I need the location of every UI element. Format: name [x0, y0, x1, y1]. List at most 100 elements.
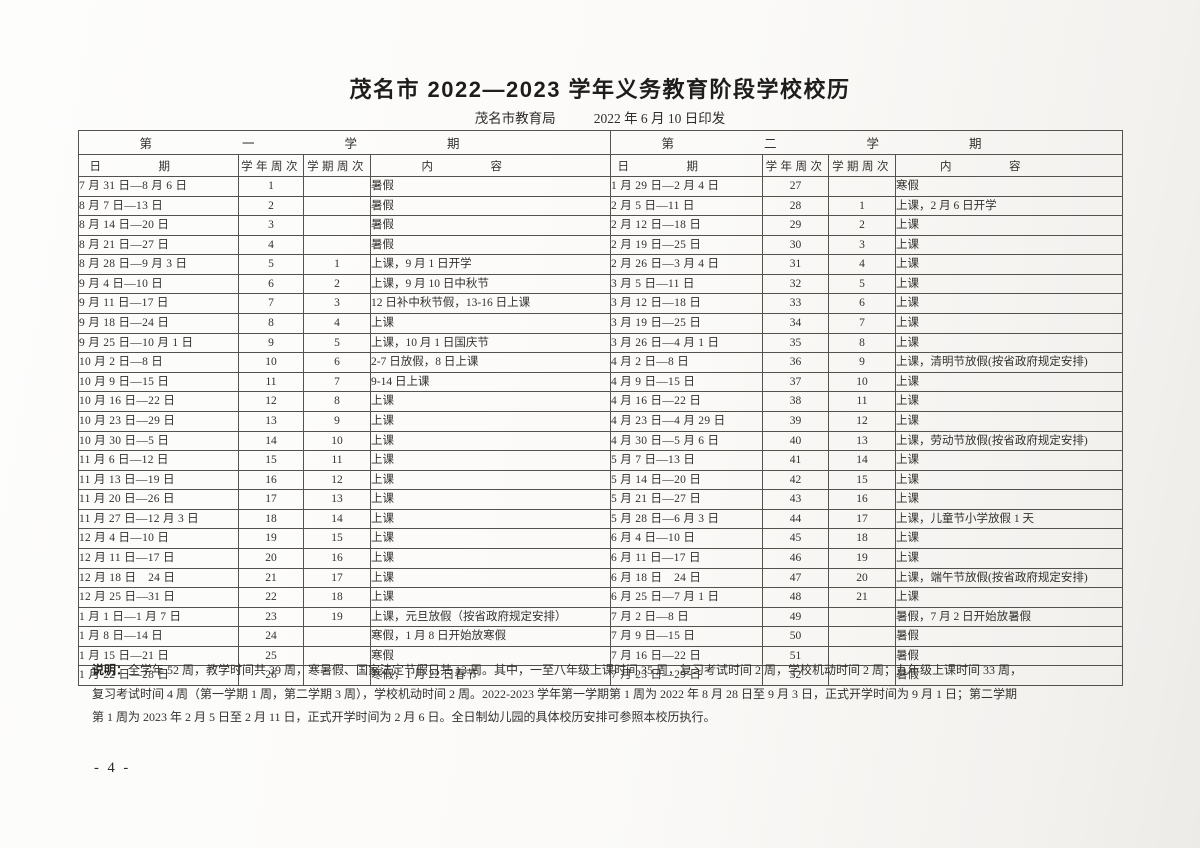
date-cell: 1 月 1 日—1 月 7 日 [78, 606, 239, 628]
semester-1-header: 第一学期 [77, 130, 612, 155]
term-week-cell: 12 [303, 469, 371, 491]
date-cell: 9 月 11 日—17 日 [78, 293, 239, 315]
content-cell: 上课 [895, 450, 1124, 471]
content-cell: 暑假 [369, 234, 612, 256]
year-week-cell: 22 [238, 587, 304, 608]
note-line-text: 全学年 52 周，教学时间共 39 周，寒暑假、国家法定节假日共 13 周。其中… [128, 663, 1023, 677]
calendar-row: 12 月 11 日—17 日 20 16 上课 6 月 11 日—17 日 46 19 上课 [78, 547, 1124, 569]
content-cell: 上课，10 月 1 日国庆节 [369, 332, 612, 354]
term-week-cell: 17 [828, 508, 897, 530]
year-week-cell: 35 [762, 332, 830, 354]
term-week-cell: 13 [303, 489, 371, 510]
content-cell: 上课 [369, 391, 612, 412]
term-week-cell [828, 606, 897, 628]
term-week-cell: 2 [828, 215, 897, 236]
term-week-cell: 7 [303, 371, 371, 393]
content-cell: 上课 [895, 313, 1124, 334]
term-week-cell [303, 176, 371, 197]
page-title: 茂名市 2022—2023 学年义务教育阶段学校校历 [349, 77, 851, 102]
col-header-termweek-s1: 学期周次 [303, 154, 371, 177]
content-cell: 上课 [369, 547, 612, 569]
term-week-cell: 12 [828, 410, 897, 432]
calendar-row: 1 月 8 日—14 日 24 寒假，1 月 8 日开始放寒假 7 月 9 日—15 … [78, 626, 1124, 647]
content-cell: 上课 [369, 489, 612, 510]
calendar-row: 9 月 25 日—10 月 1 日 9 5 上课，10 月 1 日国庆节 3 月 26 … [78, 332, 1124, 354]
calendar-row: 8 月 21 日—27 日 4 暑假 2 月 19 日—25 日 30 3 上课 [78, 234, 1124, 256]
content-cell: 上课 [895, 234, 1124, 256]
year-week-cell: 24 [238, 626, 304, 647]
year-week-cell: 42 [762, 469, 830, 491]
date-cell: 6 月 11 日—17 日 [610, 547, 764, 569]
content-cell: 上课 [369, 528, 612, 549]
content-cell: 暑假 [895, 626, 1124, 647]
term-week-cell: 21 [828, 587, 897, 608]
calendar-row: 8 月 7 日—13 日 2 暑假 2 月 5 日—11 日 28 1 上课，2 月 6 日… [78, 195, 1124, 217]
date-cell: 8 月 7 日—13 日 [78, 195, 239, 217]
content-cell: 寒假 [895, 176, 1124, 197]
date-cell: 9 月 18 日—24 日 [78, 313, 239, 334]
date-cell: 5 月 28 日—6 月 3 日 [610, 508, 764, 530]
year-week-cell: 29 [762, 215, 830, 236]
term-week-cell [303, 195, 371, 217]
term-week-cell: 4 [828, 254, 897, 275]
year-week-cell: 21 [238, 567, 304, 589]
year-week-cell: 2 [238, 195, 304, 217]
content-cell: 暑假 [369, 176, 612, 197]
calendar-row: 10 月 23 日—29 日 13 9 上课 4 月 23 日—4 月 29 日 39 12… [78, 410, 1124, 432]
date-cell: 10 月 23 日—29 日 [78, 410, 239, 432]
calendar-row: 10 月 16 日—22 日 12 8 上课 4 月 16 日—22 日 38 11 上课 [78, 391, 1124, 412]
year-week-cell: 44 [762, 508, 830, 530]
year-week-cell: 17 [238, 489, 304, 510]
year-week-cell: 9 [238, 332, 304, 354]
content-cell: 上课 [369, 313, 612, 334]
calendar-table: 第一学期 第二学期 日期 学年周次 学期周次 内容 日期 学年周次 学期周次 内… [77, 130, 1124, 687]
content-cell: 上课，9 月 1 日开学 [369, 254, 612, 275]
year-week-cell: 15 [238, 450, 304, 471]
date-cell: 10 月 2 日—8 日 [78, 352, 239, 373]
year-week-cell: 31 [762, 254, 830, 275]
content-cell: 上课 [895, 371, 1124, 393]
date-cell: 4 月 23 日—4 月 29 日 [610, 410, 764, 432]
content-cell: 上课 [895, 391, 1124, 412]
term-week-cell: 3 [828, 234, 897, 256]
year-week-cell: 32 [762, 273, 830, 295]
term-week-cell: 15 [303, 528, 371, 549]
term-week-cell: 8 [303, 391, 371, 412]
term-week-cell: 17 [303, 567, 371, 589]
calendar-row: 10 月 30 日—5 日 14 10 上课 4 月 30 日—5 月 6 日 40 13 上… [78, 430, 1124, 452]
term-week-cell: 18 [828, 528, 897, 549]
date-cell: 11 月 20 日—26 日 [78, 489, 239, 510]
date-cell: 11 月 13 日—19 日 [78, 469, 239, 491]
col-header-content-s2: 内容 [895, 154, 1124, 177]
semester-header-row: 第一学期 第二学期 [77, 130, 1124, 155]
date-cell: 5 月 21 日—27 日 [610, 489, 764, 510]
date-cell: 12 月 18 日 24 日 [78, 567, 239, 589]
semester-2-header: 第二学期 [610, 130, 1124, 155]
content-cell: 上课 [369, 430, 612, 452]
date-cell: 1 月 29 日—2 月 4 日 [610, 176, 764, 197]
date-cell: 11 月 27 日—12 月 3 日 [78, 508, 239, 530]
term-week-cell [828, 176, 897, 197]
date-cell: 9 月 4 日—10 日 [78, 273, 239, 295]
content-cell: 暑假 [895, 665, 1124, 687]
date-cell: 8 月 21 日—27 日 [78, 234, 239, 256]
term-week-cell: 14 [828, 450, 897, 471]
year-week-cell: 18 [238, 508, 304, 530]
calendar-row: 10 月 9 日—15 日 11 7 9-14 日上课 4 月 9 日—15 日 37 10… [78, 371, 1124, 393]
date-cell: 4 月 9 日—15 日 [610, 371, 764, 393]
year-week-cell: 3 [238, 215, 304, 236]
calendar-row: 7 月 31 日—8 月 6 日 1 暑假 1 月 29 日—2 月 4 日 27 寒假 [78, 176, 1124, 197]
year-week-cell: 43 [762, 489, 830, 510]
content-cell: 2-7 日放假，8 日上课 [369, 352, 612, 373]
col-header-yearweek-s1: 学年周次 [238, 154, 304, 177]
year-week-cell: 11 [238, 371, 304, 393]
note-line: 复习考试时间 4 周（第一学期 1 周，第二学期 3 周），学校机动时间 2 周… [92, 686, 1018, 701]
year-week-cell: 30 [762, 234, 830, 256]
content-cell: 上课 [895, 489, 1124, 510]
date-cell: 1 月 22 日—28 日 [78, 665, 239, 687]
notes-section: 说明：全学年 52 周，教学时间共 39 周，寒暑假、国家法定节假日共 13 周… [92, 659, 1122, 730]
year-week-cell: 14 [238, 430, 304, 452]
term-week-cell: 6 [303, 352, 371, 373]
year-week-cell: 39 [762, 410, 830, 432]
